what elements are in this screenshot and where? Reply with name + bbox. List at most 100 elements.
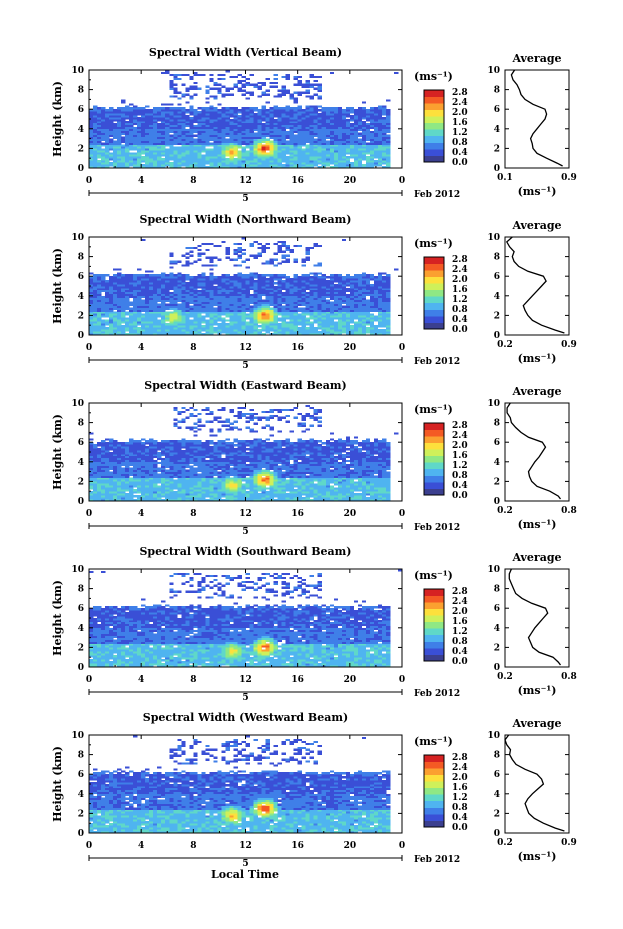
heatmap-cell xyxy=(249,244,254,248)
heatmap-cell xyxy=(213,97,218,100)
heatmap-cell xyxy=(89,124,94,128)
heatmap-cell xyxy=(121,329,126,332)
heatmap-cell xyxy=(265,331,270,334)
heatmap-cell xyxy=(365,162,371,165)
heatmap-cell xyxy=(305,280,310,283)
heatmap-cell xyxy=(261,146,266,149)
heatmap-cell xyxy=(89,303,94,306)
heatmap-cell xyxy=(329,305,335,308)
heatmap-cell xyxy=(345,284,351,287)
heatmap-cell xyxy=(121,132,126,135)
heatmap-cell xyxy=(125,128,130,132)
heatmap-cell xyxy=(245,299,250,302)
heatmap-cell xyxy=(225,278,230,281)
heatmap-cell xyxy=(153,284,158,287)
heatmap-cell xyxy=(345,124,351,128)
heatmap-cell xyxy=(93,144,98,147)
heatmap-cell xyxy=(209,331,214,334)
heatmap-cell xyxy=(385,301,391,304)
heatmap-cell xyxy=(277,150,282,153)
heatmap-cell xyxy=(113,286,118,289)
heatmap-cell xyxy=(313,122,319,126)
heatmap-cell xyxy=(281,160,286,163)
heatmap-cell xyxy=(353,132,359,135)
heatmap-cell xyxy=(133,284,138,287)
heatmap-cell xyxy=(385,315,391,318)
heatmap-cell xyxy=(329,148,335,151)
heatmap-cell xyxy=(109,109,114,112)
heatmap-cell xyxy=(109,128,114,132)
heatmap-cell xyxy=(97,132,102,135)
heatmap-cell xyxy=(153,289,158,293)
heatmap-cell xyxy=(221,311,226,314)
heatmap-cell xyxy=(261,327,266,330)
heatmap-cell xyxy=(333,287,339,291)
heatmap-cell xyxy=(253,299,258,302)
heatmap-cell xyxy=(285,299,290,302)
heatmap-cell xyxy=(101,115,106,118)
colorbar-tick-label: 0.8 xyxy=(452,305,468,315)
heatmap-cell xyxy=(169,282,174,285)
heatmap-cell xyxy=(101,329,106,332)
heatmap-cell xyxy=(185,120,190,124)
heatmap-cell xyxy=(337,321,343,324)
heatmap-cell xyxy=(257,333,262,336)
heatmap-cell xyxy=(305,117,310,120)
heatmap-cell xyxy=(97,138,102,141)
heatmap-cell xyxy=(253,311,258,314)
heatmap-cell xyxy=(217,152,222,155)
heatmap-cell xyxy=(381,313,387,316)
heatmap-cell xyxy=(325,286,331,289)
heatmap-cell xyxy=(377,317,383,320)
heatmap-cell xyxy=(193,289,198,293)
heatmap-cell xyxy=(193,150,198,153)
heatmap-cell xyxy=(309,136,315,139)
heatmap-cell xyxy=(233,128,238,132)
heatmap-cell xyxy=(265,289,270,293)
heatmap-cell xyxy=(381,284,387,287)
heatmap-cell xyxy=(345,134,351,137)
heatmap-cell xyxy=(353,307,359,310)
heatmap-cell xyxy=(137,268,142,271)
heatmap-cell xyxy=(349,333,355,336)
heatmap-cell xyxy=(113,126,118,130)
heatmap-cell xyxy=(201,242,206,246)
heatmap-cell xyxy=(245,164,250,167)
heatmap-cell xyxy=(149,299,154,302)
heatmap-cell xyxy=(305,85,310,88)
heatmap-cell xyxy=(257,134,262,137)
heatmap-cell xyxy=(369,142,375,145)
heatmap-cell xyxy=(333,291,339,295)
heatmap-cell xyxy=(201,291,206,295)
heatmap-cell xyxy=(165,293,170,297)
heatmap-cell xyxy=(341,291,347,295)
heatmap-cell xyxy=(233,329,238,332)
heatmap-cell xyxy=(321,284,327,287)
heatmap-cell xyxy=(209,274,214,277)
heatmap-cell xyxy=(309,140,315,143)
heatmap-cell xyxy=(153,315,158,318)
heatmap-cell xyxy=(233,140,238,143)
heatmap-cell xyxy=(133,315,138,318)
heatmap-cell xyxy=(221,280,226,283)
heatmap-cell xyxy=(137,120,142,124)
heatmap-cell xyxy=(349,297,355,301)
heatmap-cell xyxy=(317,132,323,135)
heatmap-cell xyxy=(121,321,126,324)
heatmap-cell xyxy=(137,119,142,122)
heatmap-cell xyxy=(357,325,363,328)
heatmap-cell xyxy=(185,278,190,281)
y-tick-label: 4 xyxy=(78,125,84,135)
heatmap-cell xyxy=(301,152,306,155)
heatmap xyxy=(89,237,399,336)
date-tick-label: 5 xyxy=(242,361,248,371)
heatmap-cell xyxy=(213,297,218,301)
heatmap-cell xyxy=(189,160,194,163)
heatmap-cell xyxy=(297,280,302,283)
heatmap-cell xyxy=(141,329,146,332)
heatmap-cell xyxy=(377,154,383,157)
heatmap-cell xyxy=(365,150,371,153)
heatmap-cell xyxy=(185,252,190,255)
heatmap-cell xyxy=(97,303,102,306)
heatmap-cell xyxy=(193,319,198,322)
